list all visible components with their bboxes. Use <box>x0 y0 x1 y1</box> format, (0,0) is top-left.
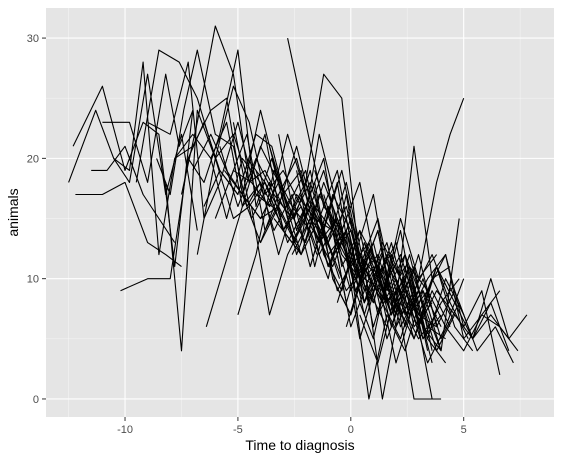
series-line-3 <box>75 181 182 268</box>
series-line-27 <box>246 158 446 340</box>
series-line-32 <box>268 146 451 340</box>
series-line-53 <box>363 242 438 340</box>
series-line-52 <box>359 290 442 400</box>
x-tick-label: 0 <box>348 424 354 436</box>
plot-panel <box>46 8 554 417</box>
series-line-4 <box>91 145 176 243</box>
x-axis: -10 -5 0 5 <box>117 417 467 436</box>
x-tick-label: 5 <box>461 424 467 436</box>
y-tick-label: 30 <box>27 33 39 45</box>
series-line-48 <box>341 230 433 400</box>
series-line-2 <box>72 85 194 268</box>
y-tick-label: 0 <box>33 394 39 406</box>
y-tick-label: 10 <box>27 274 39 286</box>
series-line-39 <box>300 133 447 364</box>
series-line-45 <box>327 98 465 304</box>
series-line-47 <box>336 242 501 340</box>
y-axis: 0 10 20 30 <box>27 33 46 406</box>
x-tick-label: -10 <box>117 424 133 436</box>
series-line-51 <box>354 254 465 364</box>
series-line-46 <box>332 254 442 352</box>
series-line-10 <box>156 49 261 208</box>
series-layer <box>68 25 528 400</box>
series-line-49 <box>345 266 438 400</box>
series-line-50 <box>350 266 442 400</box>
x-tick-label: -5 <box>233 424 243 436</box>
series-line-38 <box>296 170 514 364</box>
series-line-5 <box>102 73 194 183</box>
x-axis-title: Time to diagnosis <box>245 437 354 453</box>
series-line-42 <box>314 170 460 352</box>
major-gridlines <box>46 8 554 417</box>
y-tick-label: 20 <box>27 153 39 165</box>
y-axis-title: animals <box>5 188 21 236</box>
